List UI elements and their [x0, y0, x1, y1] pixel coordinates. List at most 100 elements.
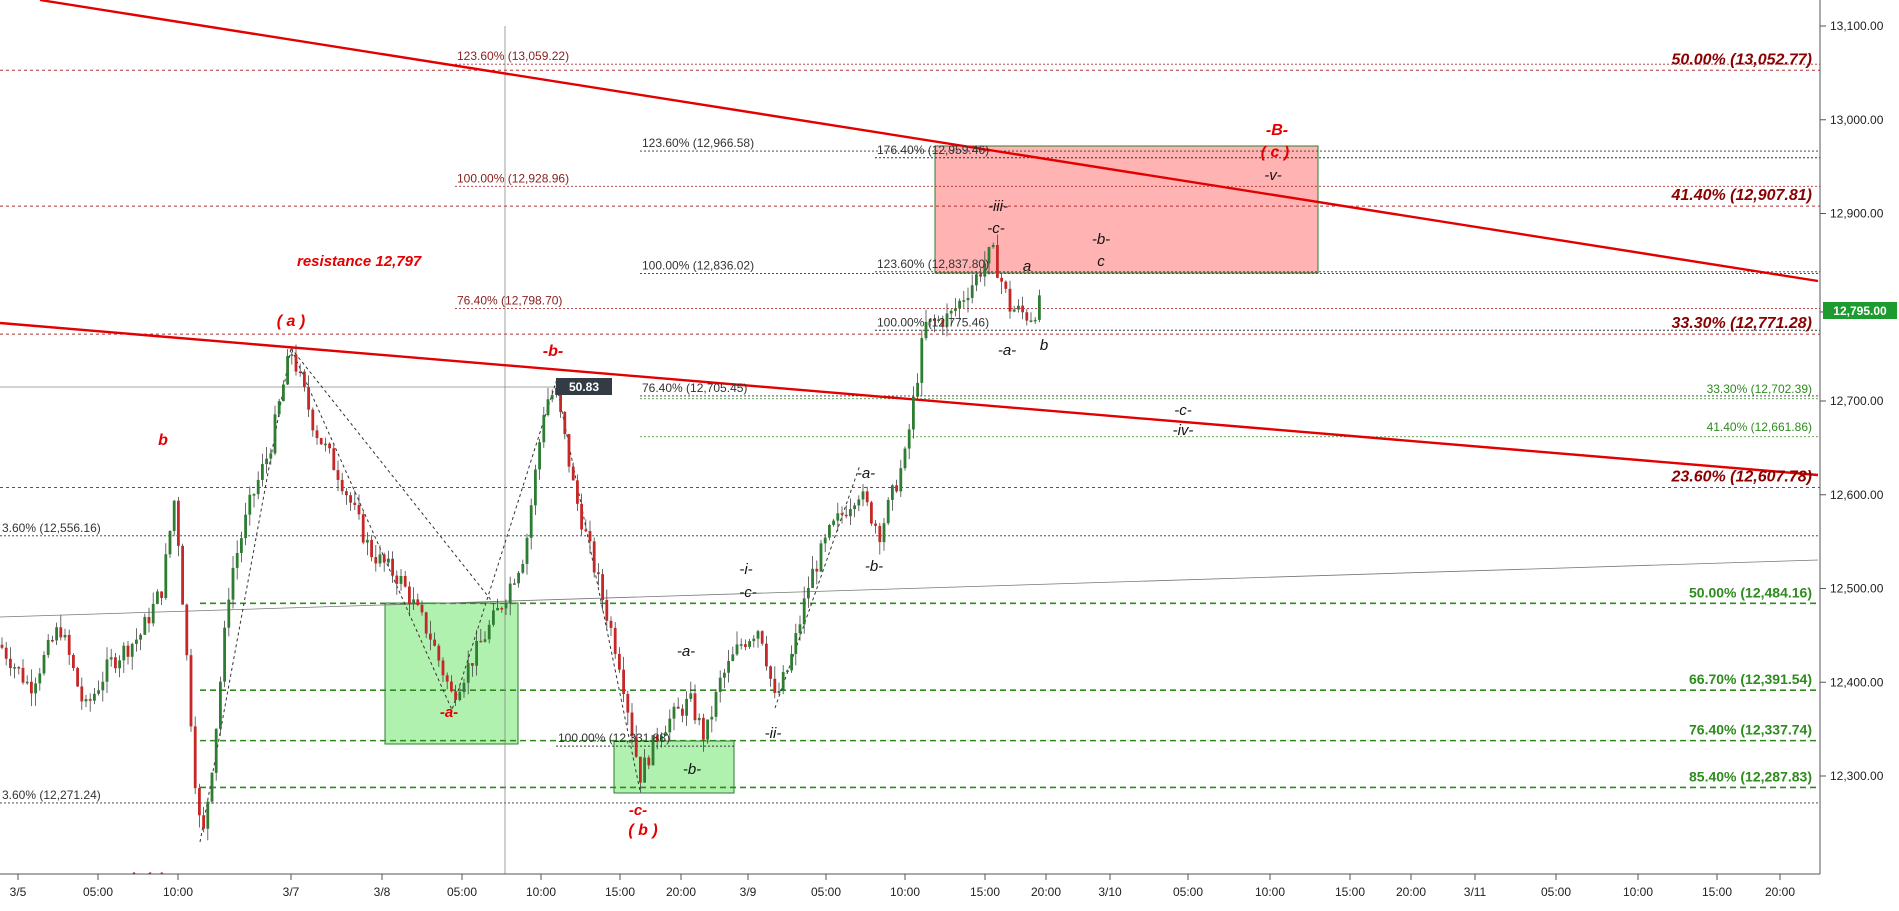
candle-body — [870, 502, 873, 524]
candle-body — [1025, 312, 1029, 321]
candle-body — [987, 247, 991, 264]
candle-body — [798, 624, 802, 634]
candle-body — [723, 672, 726, 678]
x-tick-label: 10:00 — [163, 885, 193, 899]
candle-body — [231, 567, 235, 600]
fib-level-label: 50.00% (13,052.77) — [1671, 51, 1812, 68]
candle-body — [198, 788, 201, 816]
wave-label: -c- — [987, 220, 1005, 237]
x-tick-label: 05:00 — [1173, 885, 1203, 899]
candle-body — [979, 274, 982, 277]
candle-body — [160, 591, 163, 598]
candle-body — [748, 641, 751, 647]
candle-body — [857, 499, 861, 506]
candle-body — [1033, 319, 1037, 322]
candle-body — [282, 384, 285, 402]
candle-body — [928, 318, 932, 322]
candle-body — [219, 681, 222, 729]
candle-body — [815, 568, 819, 572]
candle-body — [550, 394, 554, 400]
y-tick-label: 13,000.00 — [1830, 113, 1884, 127]
candle-body — [504, 602, 508, 609]
inner-fib-label: 100.00% (12,928.96) — [457, 171, 569, 185]
candle-body — [416, 599, 420, 605]
candle-body — [387, 558, 390, 563]
wave-label: -i- — [739, 561, 752, 578]
candle-body — [319, 438, 323, 445]
candle-body — [1017, 305, 1020, 310]
candle-body — [340, 479, 344, 492]
candle-body — [298, 371, 302, 374]
candle-body — [466, 663, 470, 683]
candle-body — [693, 693, 697, 721]
x-tick-label: 10:00 — [1623, 885, 1653, 899]
candle-body — [563, 411, 567, 435]
candle-body — [164, 554, 168, 598]
candle-body — [487, 624, 491, 640]
x-axis: 3/5 05:00 10:00 3/7 3/8 05:00 10:00 15:00 20:00 3… — [0, 873, 1899, 911]
wave-label: ( a ) — [277, 313, 305, 330]
candle-body — [458, 692, 462, 701]
candle-body — [429, 633, 432, 640]
inner-fib-label: 76.40% (12,705.45) — [642, 381, 747, 395]
candle-body — [4, 647, 8, 659]
candle-body — [25, 681, 29, 684]
inner-fib-label: 3.60% (12,271.24) — [2, 788, 101, 802]
swing-path-dotted — [199, 346, 641, 843]
candle-body — [1021, 305, 1024, 313]
candle-body — [391, 558, 394, 576]
candle-body — [139, 634, 142, 640]
x-tick-label: 15:00 — [1702, 885, 1732, 899]
x-tick-label: 3/10 — [1098, 885, 1122, 899]
candle-body — [97, 690, 100, 694]
x-tick-label: 15:00 — [605, 885, 635, 899]
x-tick-label: 3/11 — [1464, 885, 1487, 899]
y-tick-label: 12,900.00 — [1830, 207, 1884, 221]
x-tick-label: 05:00 — [447, 885, 477, 899]
wave-label: -b- — [1092, 231, 1110, 248]
candle-body — [525, 537, 529, 564]
candle-body — [613, 627, 617, 654]
candle-body — [727, 660, 730, 673]
candle-body — [542, 415, 546, 443]
candle-body — [836, 513, 840, 521]
candle-body — [907, 429, 911, 449]
candle-body — [479, 640, 483, 643]
candle-body — [244, 514, 247, 539]
candle-body — [265, 458, 268, 465]
candle-body — [672, 706, 676, 719]
candle-body — [437, 645, 441, 661]
candle-body — [975, 274, 978, 286]
candlesticks — [0, 234, 1041, 841]
x-tick-label: 05:00 — [811, 885, 841, 899]
x-tick-label: 10:00 — [526, 885, 556, 899]
candle-body — [660, 735, 663, 742]
candle-body — [966, 297, 970, 301]
candle-body — [643, 757, 646, 783]
candle-body — [559, 388, 562, 412]
inner-fib-label: 3.60% (12,556.16) — [2, 521, 101, 535]
candle-body — [538, 442, 541, 470]
wave-label: -a- — [440, 704, 458, 721]
candle-body — [903, 448, 907, 469]
swing-path-dotted-3 — [774, 464, 861, 709]
candle-body — [849, 509, 852, 517]
candle-body — [702, 717, 705, 740]
y-axis: 13,100.00 13,000.00 12,900.00 12,795.00 12,7… — [1819, 0, 1899, 911]
fib-level-label: 33.30% (12,771.28) — [1671, 315, 1812, 332]
fib-level-label: 41.40% (12,907.81) — [1670, 187, 1812, 204]
wave-label: ( b ) — [628, 822, 657, 839]
candle-body — [118, 660, 121, 669]
last-price-box — [1823, 302, 1897, 319]
wave-label: -c- — [739, 584, 757, 601]
candle-body — [168, 530, 172, 555]
candle-body — [240, 538, 243, 553]
candle-body — [269, 453, 273, 459]
inner-fib-label: 100.00% (12,331.88) — [558, 731, 670, 745]
fib-level-label: 85.40% (12,287.83) — [1689, 768, 1812, 784]
candle-body — [420, 604, 424, 613]
candle-body — [151, 603, 155, 624]
candle-body — [462, 682, 466, 693]
candle-body — [17, 667, 21, 669]
candle-body — [143, 616, 147, 635]
